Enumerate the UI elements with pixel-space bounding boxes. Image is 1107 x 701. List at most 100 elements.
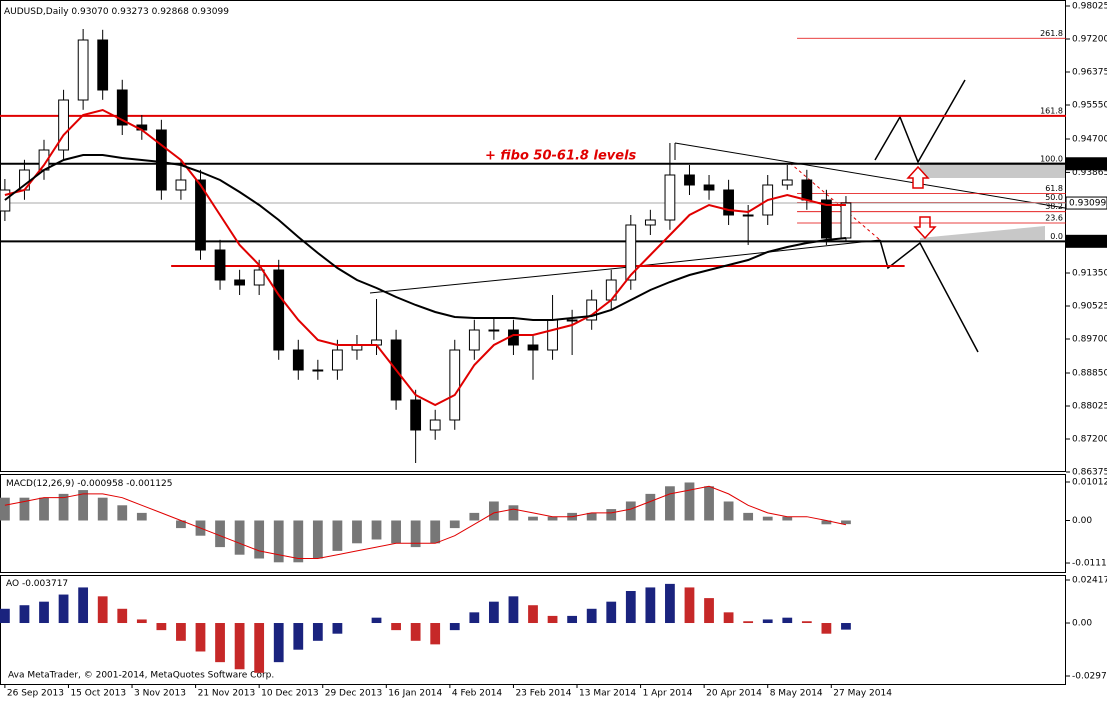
ao-bar: [195, 623, 206, 652]
zone: [920, 226, 1045, 240]
x-tick-label: 16 Jan 2014: [388, 689, 442, 699]
macd-bar: [352, 520, 362, 544]
ao-bar: [332, 623, 343, 634]
y-tick-label: 0.96375: [1072, 68, 1107, 78]
fibo-label: 0.0: [1050, 232, 1063, 241]
annotation: + fibo 50-61.8 levels: [485, 149, 637, 164]
ao-bar: [782, 617, 793, 624]
ao-bar: [547, 615, 558, 624]
macd-bar: [625, 501, 636, 521]
macd-bar: [704, 486, 714, 521]
macd-bar: [293, 520, 304, 563]
macd-bar: [449, 520, 460, 529]
macd-bar: [0, 497, 10, 521]
fibo-label: 100.0: [1040, 154, 1063, 163]
candle-body: [234, 279, 245, 286]
candle-body: [273, 269, 285, 351]
ao-bar: [684, 587, 695, 624]
ao-bar: [801, 621, 812, 624]
ao-bar: [743, 621, 754, 624]
macd-bar: [410, 520, 421, 548]
y-tick-label: 0.94700: [1072, 135, 1107, 145]
fibo-label: 50.0: [1045, 193, 1063, 202]
fibo-label: 161.8: [1040, 106, 1063, 115]
price-tag: [1065, 234, 1107, 248]
x-tick-label: 23 Feb 2014: [515, 689, 571, 699]
ao-bar: [488, 601, 499, 624]
ao-bar: [176, 623, 186, 641]
ao-bar: [723, 612, 734, 624]
ao-name: AO: [6, 579, 19, 589]
zone: [920, 162, 1065, 178]
ao-bar: [58, 594, 69, 624]
ao-bar: [410, 623, 421, 641]
macd-bar: [469, 512, 480, 521]
y-tick-label: 0.87200: [1072, 435, 1107, 445]
ao-bar: [528, 605, 538, 624]
candle-body: [97, 39, 109, 91]
macd-bar: [391, 520, 401, 544]
trendline: [674, 142, 1066, 209]
candle-body: [175, 179, 187, 191]
macd-bar: [136, 512, 147, 521]
ao-bar: [136, 619, 147, 624]
candle-body: [58, 99, 69, 151]
ao-bar: [665, 583, 675, 624]
macd-bar: [743, 512, 754, 521]
macd-bar: [782, 516, 793, 521]
macd-bar: [488, 501, 499, 521]
macd-bar: [273, 520, 284, 563]
price-tag-label: 0.93099: [1069, 199, 1106, 209]
projection: [874, 79, 966, 164]
ao-bar: [762, 619, 773, 624]
macd-bar: [97, 497, 108, 521]
macd-bar: [665, 486, 675, 521]
macd-bar: [762, 516, 773, 521]
macd-bar: [821, 520, 832, 525]
macd-name: MACD(12,26,9): [6, 479, 74, 489]
price-tag-label: 0.92142: [1069, 237, 1106, 247]
macd-bar: [547, 516, 558, 521]
candle-body: [332, 349, 343, 371]
ao-bar: [156, 623, 167, 631]
symbol: AUDUSD,Daily: [4, 7, 69, 17]
x-tick-label: 10 Dec 2013: [261, 689, 319, 699]
down-arrow: [913, 216, 937, 240]
macd-bar: [254, 520, 265, 559]
candle-body: [664, 174, 676, 221]
moving-average: [4, 108, 846, 407]
ao-bar: [19, 605, 30, 624]
y-tick-label: -0.029784: [1072, 672, 1107, 682]
candle-body: [684, 174, 695, 186]
x-tick-label: 29 Dec 2013: [325, 689, 383, 699]
candle-body: [703, 184, 715, 191]
ao-bar: [0, 608, 10, 624]
y-tick-label: 0.00: [1072, 516, 1092, 526]
candle-body: [468, 329, 480, 351]
ao-bar: [273, 623, 284, 663]
y-tick-label: 0.89700: [1072, 335, 1107, 345]
candle-body: [625, 224, 637, 281]
x-tick-label: 26 Sep 2013: [7, 689, 64, 699]
ao-bar: [293, 623, 304, 650]
macd-bar: [430, 520, 441, 544]
macd-label: MACD(12,26,9) -0.000958 -0.001125: [6, 479, 173, 489]
ao-value: -0.003717: [22, 579, 68, 589]
macd-bar: [332, 520, 343, 551]
macd-panel: [0, 474, 1066, 573]
candle-body: [0, 189, 11, 212]
y-tick-label: 0.90525: [1072, 302, 1107, 312]
candle-body: [155, 129, 167, 191]
y-tick-label: 0.024177: [1072, 576, 1107, 586]
candle-body: [781, 179, 793, 186]
ao-panel: [0, 575, 1066, 685]
candle-body: [116, 89, 128, 126]
candle-body: [801, 179, 813, 201]
x-tick-label: 8 May 2014: [770, 689, 823, 699]
y-tick-label: 0.91350: [1072, 269, 1107, 279]
trendline: [789, 162, 881, 241]
price-tag: [1065, 196, 1107, 210]
macd-bar: [684, 482, 695, 521]
macd-bar: [841, 520, 851, 525]
